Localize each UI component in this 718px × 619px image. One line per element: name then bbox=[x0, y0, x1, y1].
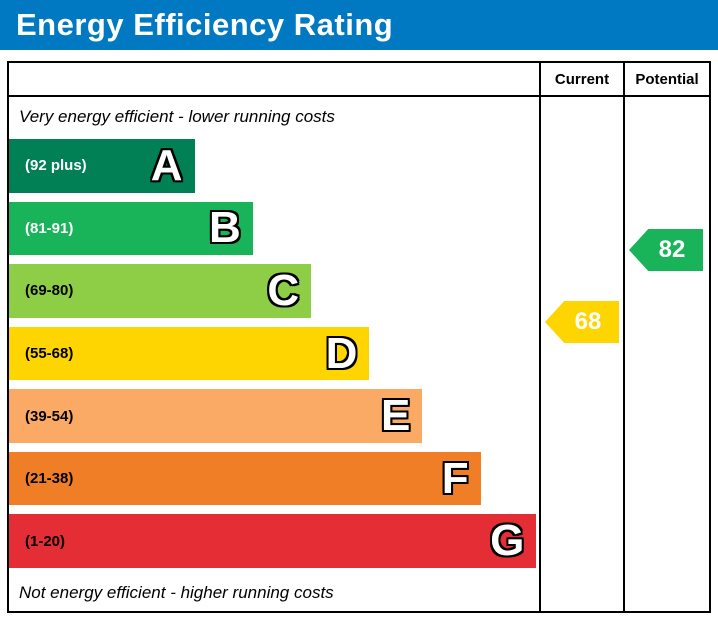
potential-rating-value: 82 bbox=[658, 236, 686, 263]
energy-efficiency-chart: Current Potential Very energy efficient … bbox=[7, 61, 711, 613]
band-letter-c: C bbox=[267, 265, 300, 315]
band-bar-g: (1-20) G bbox=[9, 514, 537, 569]
band-letter-b: B bbox=[209, 203, 241, 253]
band-letter-g: G bbox=[490, 516, 525, 566]
current-rating-arrow: 68 bbox=[545, 301, 619, 343]
band-range-d: (55-68) bbox=[25, 345, 74, 363]
band-letter-d: D bbox=[325, 328, 358, 378]
band-range-c: (69-80) bbox=[25, 282, 74, 300]
band-row-g: (1-20) G bbox=[9, 514, 539, 569]
header-current: Current bbox=[539, 63, 623, 97]
band-letter-e: E bbox=[381, 391, 411, 441]
band-bar-a: (92 plus) A bbox=[9, 139, 195, 193]
band-letter-f: F bbox=[441, 453, 469, 503]
band-row-f: (21-38) F bbox=[9, 451, 539, 506]
band-row-a: (92 plus) A bbox=[9, 139, 539, 193]
band-range-a: (92 plus) bbox=[25, 157, 87, 175]
band-range-g: (1-20) bbox=[25, 532, 66, 550]
potential-rating-arrow: 82 bbox=[629, 229, 703, 271]
header-potential: Potential bbox=[623, 63, 709, 97]
band-bar-e: (39-54) E bbox=[9, 389, 423, 443]
title-bar: Energy Efficiency Rating bbox=[0, 0, 718, 50]
band-bar-c: (69-80) C bbox=[9, 264, 312, 318]
band-range-b: (81-91) bbox=[25, 219, 74, 237]
band-range-e: (39-54) bbox=[25, 407, 74, 425]
band-bar-b: (81-91) B bbox=[9, 201, 253, 256]
current-rating-column: 68 bbox=[539, 97, 623, 611]
band-row-d: (55-68) D bbox=[9, 326, 539, 381]
band-row-b: (81-91) B bbox=[9, 201, 539, 256]
band-bar-d: (55-68) D bbox=[9, 326, 370, 381]
band-row-e: (39-54) E bbox=[9, 389, 539, 443]
bottom-note: Not energy efficient - higher running co… bbox=[19, 583, 334, 603]
band-bar-f: (21-38) F bbox=[9, 451, 481, 506]
band-range-f: (21-38) bbox=[25, 470, 74, 488]
current-rating-value: 68 bbox=[574, 308, 602, 335]
header-spacer bbox=[9, 63, 539, 97]
band-letter-a: A bbox=[150, 140, 183, 190]
potential-rating-column: 82 bbox=[623, 97, 709, 611]
band-row-c: (69-80) C bbox=[9, 264, 539, 318]
top-note: Very energy efficient - lower running co… bbox=[19, 107, 335, 126]
bands-column: Very energy efficient - lower running co… bbox=[9, 97, 539, 611]
page-title: Energy Efficiency Rating bbox=[16, 7, 394, 42]
